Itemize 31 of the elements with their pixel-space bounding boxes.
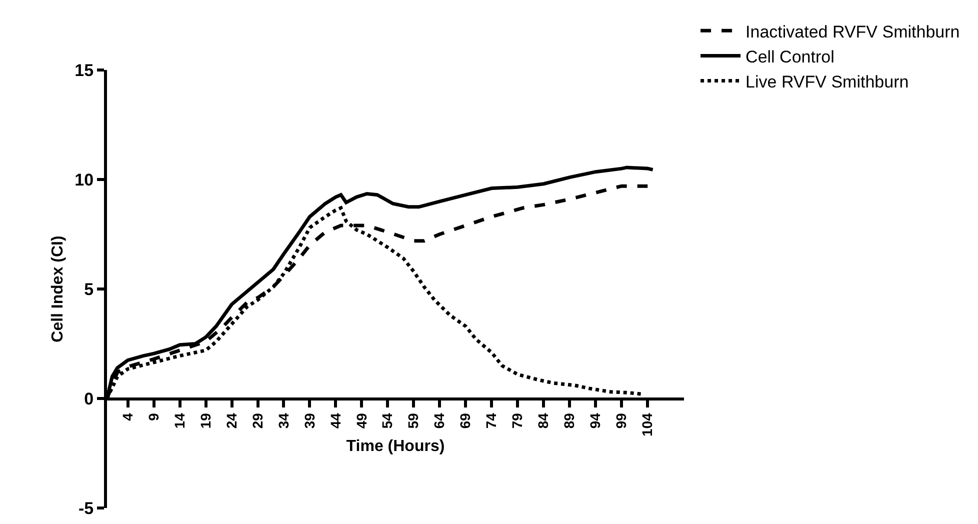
y-tick-label: 15	[74, 60, 94, 80]
x-tick-label: 29	[249, 412, 266, 429]
x-tick-label: 44	[327, 412, 344, 429]
y-tick-label: 0	[84, 389, 94, 408]
x-tick-label: 64	[431, 412, 448, 429]
x-tick-label: 84	[535, 412, 552, 429]
x-tick-label: 19	[197, 412, 214, 429]
legend-label: Live RVFV Smithburn	[746, 72, 909, 92]
x-tick-label: 24	[223, 412, 240, 429]
y-tick-label: 5	[84, 280, 94, 299]
x-tick-label: 59	[405, 412, 422, 429]
y-tick-label: 10	[74, 170, 94, 190]
x-tick-label: 49	[353, 412, 370, 429]
x-tick-label: 34	[275, 412, 292, 429]
x-tick-label: 104	[639, 412, 656, 436]
x-tick-label: 99	[613, 412, 630, 429]
x-tick-label: 54	[379, 412, 396, 429]
x-tick-label: 39	[301, 412, 318, 429]
legend-label: Inactivated RVFV Smithburn	[746, 22, 960, 42]
x-tick-label: 14	[171, 412, 188, 429]
y-axis-title: Cell Index (CI)	[50, 236, 67, 342]
x-axis-title: Time (Hours)	[346, 438, 445, 456]
x-tick-label: 4	[119, 412, 136, 421]
x-tick-label: 94	[587, 412, 604, 429]
x-tick-label: 9	[145, 412, 162, 421]
x-tick-label: 74	[483, 412, 500, 429]
x-tick-label: 79	[509, 412, 526, 429]
x-tick-label: 69	[457, 412, 474, 429]
y-tick-label: -5	[78, 498, 94, 518]
legend-label: Cell Control	[746, 47, 834, 66]
x-tick-label: 89	[561, 412, 578, 429]
